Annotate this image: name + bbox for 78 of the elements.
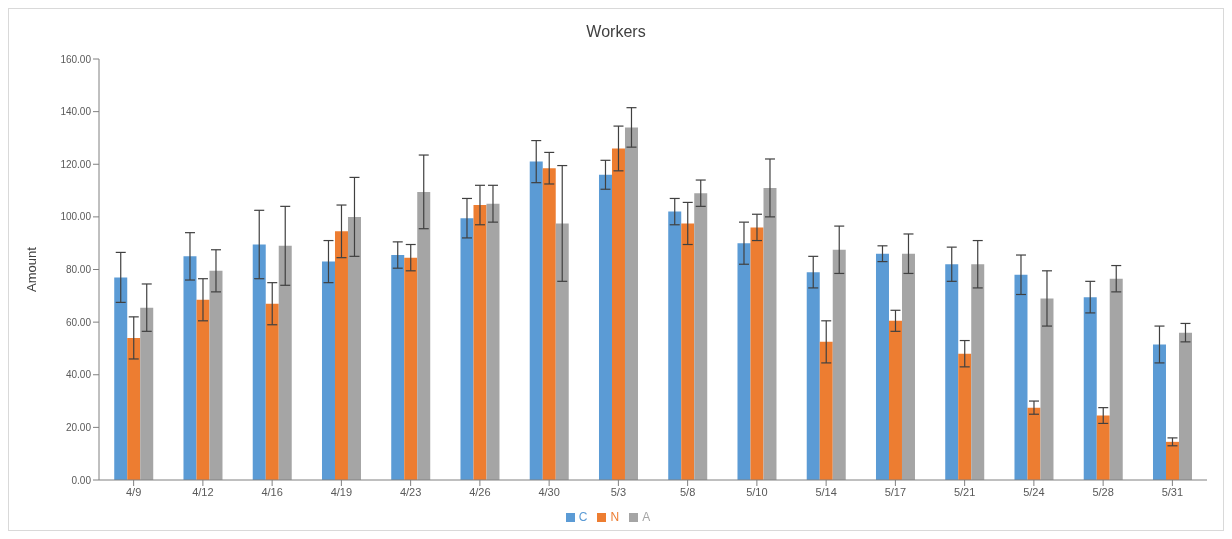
bar (555, 223, 569, 480)
x-tick-label: 5/28 (1092, 485, 1114, 498)
bar (901, 253, 915, 480)
legend-label: N (610, 510, 620, 524)
x-tick-label: 5/8 (679, 485, 696, 498)
y-tick-label: 120.00 (60, 158, 92, 170)
y-tick-label: 160.00 (60, 53, 92, 65)
bar (971, 264, 985, 480)
bar (611, 148, 625, 480)
bar (958, 353, 972, 480)
bar (819, 341, 833, 480)
bar (417, 191, 431, 480)
x-tick-label: 4/16 (261, 485, 283, 498)
bar (127, 337, 141, 480)
bar (763, 187, 777, 480)
bar (624, 127, 638, 480)
bar (737, 243, 751, 480)
bar (486, 203, 500, 480)
x-tick-label: 5/14 (815, 485, 837, 498)
bar (196, 299, 210, 480)
bar (114, 277, 128, 480)
bar (252, 244, 266, 480)
bar (278, 245, 292, 480)
bar (598, 174, 612, 480)
bar (1027, 407, 1041, 480)
legend-label: C (578, 510, 588, 524)
bar (1096, 415, 1110, 480)
bar (1178, 332, 1192, 480)
x-tick-label: 5/24 (1023, 485, 1045, 498)
bar (529, 161, 543, 480)
bar (1152, 344, 1166, 480)
y-tick-label: 100.00 (60, 211, 92, 223)
bar (265, 303, 279, 480)
bar (1165, 441, 1179, 480)
bar (460, 218, 474, 480)
y-tick-label: 20.00 (65, 421, 92, 433)
bar (321, 261, 335, 480)
x-tick-label: 5/31 (1161, 485, 1184, 498)
bar (750, 227, 764, 480)
chart-title: Workers (585, 22, 647, 42)
y-tick-label: 80.00 (65, 264, 92, 276)
bar (681, 223, 695, 480)
bar (945, 264, 959, 480)
x-tick-label: 4/9 (125, 485, 142, 498)
x-tick-label: 5/17 (884, 485, 907, 498)
y-tick-label: 0.00 (71, 474, 92, 486)
bar (875, 253, 889, 480)
bar (1040, 298, 1054, 480)
bar (806, 272, 820, 480)
y-axis-title: Amount (23, 246, 39, 292)
bar (1014, 274, 1028, 480)
y-tick-label: 140.00 (60, 106, 92, 118)
x-tick-label: 4/23 (399, 485, 422, 498)
bar (542, 168, 556, 480)
bar (209, 270, 223, 480)
x-tick-label: 5/21 (953, 485, 976, 498)
x-tick-label: 5/3 (610, 485, 627, 498)
y-tick-label: 60.00 (65, 316, 92, 328)
legend-label: A (642, 510, 651, 524)
bar (473, 205, 487, 480)
bar (347, 216, 361, 480)
bar (888, 320, 902, 480)
bar (140, 307, 154, 480)
x-tick-label: 5/10 (746, 485, 768, 498)
bar (404, 257, 418, 480)
x-tick-label: 4/30 (538, 485, 560, 498)
x-tick-label: 4/26 (469, 485, 491, 498)
bar (694, 193, 708, 480)
bar (1083, 297, 1097, 480)
bar (1109, 278, 1123, 480)
x-tick-label: 4/19 (330, 485, 353, 498)
x-tick-label: 4/12 (192, 485, 214, 498)
bar (334, 231, 348, 480)
bar (668, 211, 682, 480)
bar (183, 256, 197, 480)
y-tick-label: 40.00 (65, 369, 92, 381)
bar (391, 255, 405, 480)
bar (832, 249, 846, 480)
